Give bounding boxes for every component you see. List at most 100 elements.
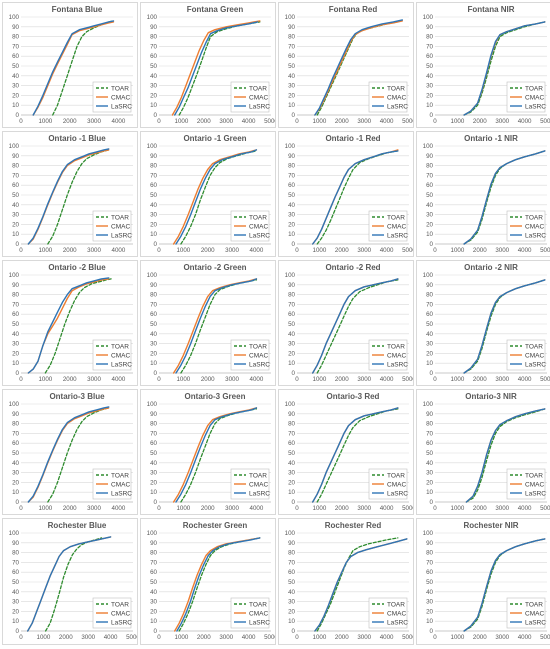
x-tick-label: 0 <box>19 247 23 254</box>
x-tick-label: 3000 <box>225 247 239 254</box>
x-tick-label: 2000 <box>63 247 77 254</box>
y-tick-label: 100 <box>285 530 296 537</box>
y-tick-label: 20 <box>426 608 433 615</box>
y-tick-label: 60 <box>288 569 295 576</box>
y-tick-label: 60 <box>150 569 157 576</box>
x-tick-label: 4000 <box>112 505 126 512</box>
x-tick-label: 1000 <box>313 634 327 641</box>
y-tick-label: 70 <box>426 43 433 50</box>
chart-title: Ontario -1 NIR <box>464 134 518 143</box>
y-tick-label: 50 <box>12 63 19 70</box>
legend-label: LaSRC <box>387 103 408 110</box>
y-tick-label: 80 <box>150 550 157 557</box>
x-tick-label: 1000 <box>176 505 190 512</box>
legend-label: TOAR <box>387 214 405 221</box>
x-tick-label: 5000 <box>402 118 413 125</box>
y-tick-label: 0 <box>430 112 434 119</box>
y-tick-label: 40 <box>12 460 19 467</box>
x-tick-label: 0 <box>433 634 437 641</box>
y-tick-label: 80 <box>426 34 433 41</box>
y-tick-label: 20 <box>12 479 19 486</box>
legend-label: LaSRC <box>249 619 270 626</box>
legend-label: CMAC <box>525 481 544 488</box>
y-tick-label: 30 <box>12 470 19 477</box>
legend-label: CMAC <box>249 352 268 359</box>
y-tick-label: 10 <box>288 618 295 625</box>
series-line-lasrc <box>175 407 258 503</box>
chart-panel: Ontario-3 Green 0 10 20 30 40 50 60 70 80 90 100 0 10… <box>140 389 276 515</box>
y-tick-label: 80 <box>426 163 433 170</box>
x-tick-label: 4000 <box>242 118 256 125</box>
chart-panel: Ontario -1 Blue 0 10 20 30 40 50 60 70 80 90 100 0 10… <box>2 131 138 257</box>
chart-panel: Fontana Green 0 10 20 30 40 50 60 70 80 90 100 0 1000… <box>140 2 276 128</box>
series-line-lasrc <box>312 150 399 245</box>
y-tick-label: 30 <box>288 341 295 348</box>
y-tick-label: 30 <box>12 599 19 606</box>
y-tick-label: 30 <box>12 341 19 348</box>
y-tick-label: 80 <box>12 34 19 41</box>
y-tick-label: 70 <box>288 43 295 50</box>
y-tick-label: 90 <box>288 411 295 418</box>
y-tick-label: 30 <box>288 470 295 477</box>
legend-label: LaSRC <box>387 361 408 368</box>
chart-title: Fontana NIR <box>467 5 514 14</box>
y-tick-label: 0 <box>430 628 434 635</box>
y-tick-label: 0 <box>154 241 158 248</box>
series-line-toar <box>465 408 546 503</box>
legend-label: LaSRC <box>111 619 132 626</box>
x-tick-label: 3000 <box>357 247 371 254</box>
y-tick-label: 10 <box>426 489 433 496</box>
y-tick-label: 70 <box>288 430 295 437</box>
y-tick-label: 10 <box>426 360 433 367</box>
x-tick-label: 4000 <box>112 376 126 383</box>
y-tick-label: 0 <box>430 370 434 377</box>
y-tick-label: 10 <box>150 360 157 367</box>
legend-label: TOAR <box>387 343 405 350</box>
x-tick-label: 1000 <box>38 118 52 125</box>
y-tick-label: 10 <box>426 102 433 109</box>
y-tick-label: 100 <box>285 143 296 150</box>
y-tick-label: 20 <box>150 92 157 99</box>
y-tick-label: 100 <box>285 14 296 21</box>
y-tick-label: 10 <box>12 360 19 367</box>
y-tick-label: 20 <box>288 608 295 615</box>
x-tick-label: 0 <box>433 505 437 512</box>
x-tick-label: 4000 <box>242 634 256 641</box>
y-tick-label: 40 <box>12 202 19 209</box>
x-tick-label: 2000 <box>335 247 349 254</box>
legend-label: TOAR <box>525 472 543 479</box>
y-tick-label: 10 <box>150 489 157 496</box>
x-tick-label: 5000 <box>402 247 413 254</box>
y-tick-label: 90 <box>12 24 19 31</box>
x-tick-label: 3000 <box>495 505 509 512</box>
y-tick-label: 20 <box>426 479 433 486</box>
chart-title: Rochester Blue <box>48 521 107 530</box>
y-tick-label: 80 <box>12 163 19 170</box>
y-tick-label: 20 <box>426 350 433 357</box>
y-tick-label: 30 <box>150 599 157 606</box>
y-tick-label: 0 <box>16 628 20 635</box>
y-tick-label: 50 <box>12 450 19 457</box>
y-tick-label: 60 <box>12 182 19 189</box>
y-tick-label: 100 <box>147 530 158 537</box>
legend-label: TOAR <box>525 214 543 221</box>
chart-title: Fontana Blue <box>52 5 103 14</box>
chart-title: Ontario -2 NIR <box>464 263 518 272</box>
y-tick-label: 10 <box>150 231 157 238</box>
y-tick-label: 60 <box>12 53 19 60</box>
series-line-cmac <box>314 20 404 116</box>
x-tick-label: 2000 <box>63 505 77 512</box>
legend-label: LaSRC <box>249 103 270 110</box>
x-tick-label: 4000 <box>518 247 532 254</box>
x-tick-label: 3000 <box>357 505 371 512</box>
y-tick-label: 0 <box>16 241 20 248</box>
x-tick-label: 1000 <box>451 118 465 125</box>
legend-label: LaSRC <box>111 232 132 239</box>
y-tick-label: 50 <box>288 192 295 199</box>
